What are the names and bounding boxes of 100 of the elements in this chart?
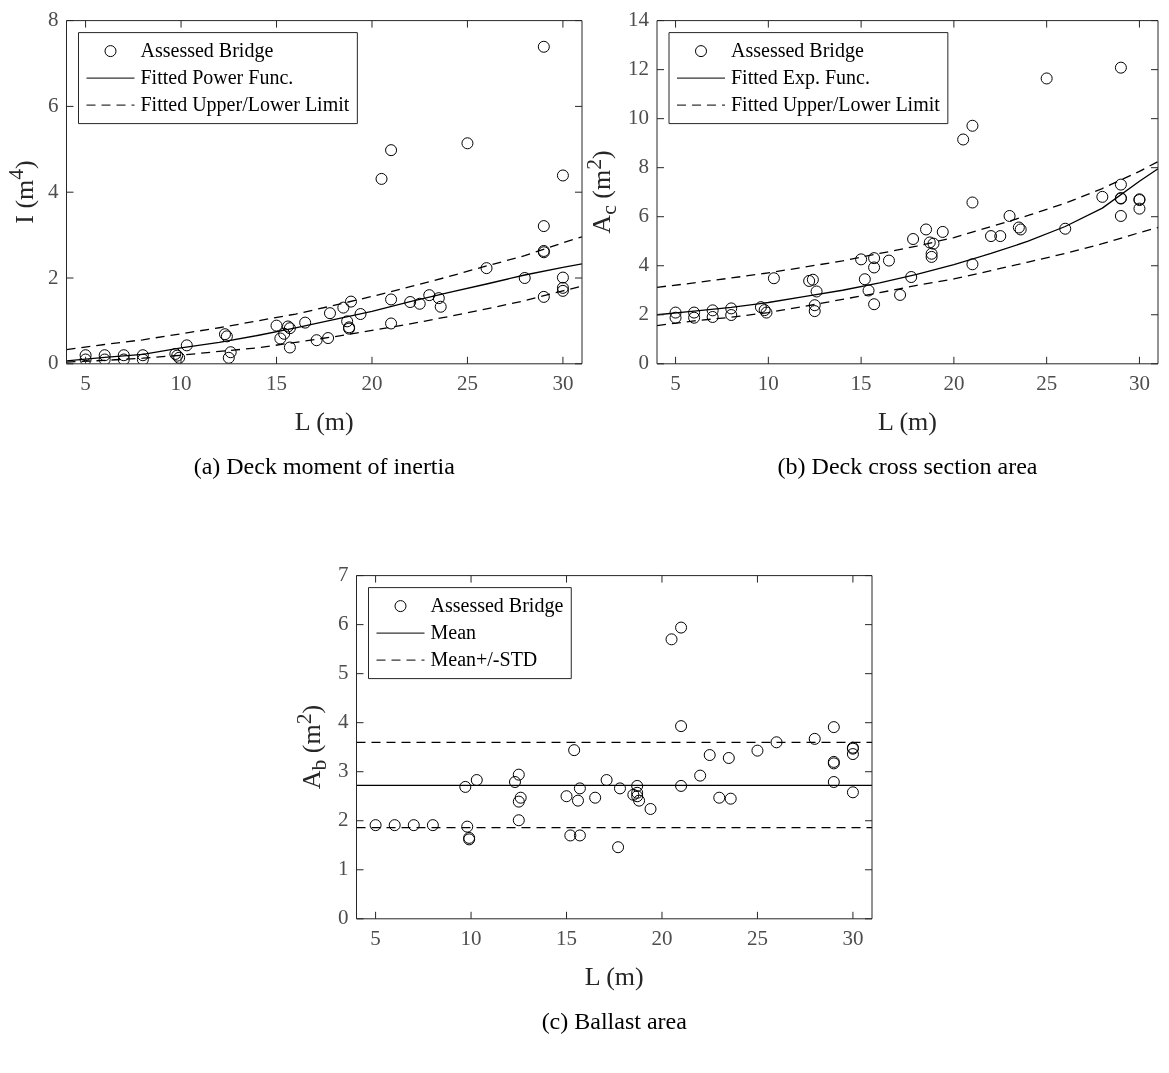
point xyxy=(434,300,447,313)
x-tick-label: 30 xyxy=(842,925,864,950)
point xyxy=(927,237,940,250)
point xyxy=(724,792,737,805)
point xyxy=(644,802,657,815)
point xyxy=(868,252,881,265)
point xyxy=(675,621,688,634)
x-tick-label: 15 xyxy=(556,925,578,950)
point xyxy=(322,332,335,345)
point xyxy=(862,284,875,297)
point xyxy=(1040,72,1053,85)
point xyxy=(665,633,678,646)
y-tick-label: 6 xyxy=(48,92,59,117)
point xyxy=(1114,178,1127,191)
point xyxy=(994,230,1007,243)
point xyxy=(966,196,979,209)
legend-label: Fitted Exp. Func. xyxy=(731,66,870,90)
point xyxy=(98,353,111,364)
point xyxy=(1133,202,1146,215)
point xyxy=(278,327,291,340)
x-tick-label: 25 xyxy=(1036,370,1058,395)
point xyxy=(537,290,550,303)
point xyxy=(556,169,569,182)
legend-label: Fitted Upper/Lower Limit xyxy=(140,93,350,117)
legend-label: Assessed Bridge xyxy=(430,594,564,618)
y-tick-label: 1 xyxy=(338,856,349,881)
point xyxy=(461,820,474,833)
point xyxy=(846,786,859,799)
point xyxy=(688,306,701,319)
point xyxy=(117,349,130,362)
point xyxy=(669,306,682,319)
point xyxy=(754,301,767,314)
point xyxy=(923,236,936,249)
point xyxy=(920,223,933,236)
point xyxy=(423,289,436,302)
point xyxy=(1059,222,1072,235)
point xyxy=(612,841,625,854)
legend-label: Fitted Upper/Lower Limit xyxy=(731,93,941,117)
x-tick-label: 5 xyxy=(370,925,381,950)
point xyxy=(385,317,398,330)
point xyxy=(633,794,646,807)
point xyxy=(508,776,521,789)
point xyxy=(341,315,354,328)
point xyxy=(907,233,920,246)
x-tick-label: 10 xyxy=(460,925,482,950)
y-tick-label: 0 xyxy=(638,350,649,375)
point xyxy=(222,351,235,364)
y-tick-label: 2 xyxy=(338,807,349,832)
point xyxy=(426,819,439,832)
y-tick-label: 5 xyxy=(338,660,349,685)
point xyxy=(966,258,979,271)
point xyxy=(868,298,881,311)
point xyxy=(936,225,949,238)
point xyxy=(480,262,493,275)
point xyxy=(985,230,997,243)
point xyxy=(136,353,149,364)
point xyxy=(518,272,531,284)
point xyxy=(669,311,682,324)
x-axis-title: L (m) xyxy=(294,407,354,437)
point xyxy=(905,271,918,284)
point xyxy=(512,814,525,827)
point xyxy=(270,319,283,332)
point xyxy=(98,349,111,362)
y-tick-label: 0 xyxy=(48,350,59,375)
legend-label: Assessed Bridge xyxy=(140,39,274,63)
point xyxy=(461,137,474,150)
point xyxy=(299,316,312,329)
x-tick-label: 15 xyxy=(266,370,288,395)
y-tick-label: 2 xyxy=(638,301,649,326)
point xyxy=(180,339,193,352)
y-tick-label: 4 xyxy=(338,709,349,734)
point xyxy=(344,295,357,308)
point xyxy=(627,788,640,801)
point xyxy=(404,296,417,309)
point xyxy=(858,273,871,286)
point xyxy=(413,297,426,310)
point xyxy=(514,791,527,804)
y-tick-label: 8 xyxy=(638,154,649,179)
point xyxy=(827,776,840,789)
legend-label: Fitted Power Func. xyxy=(140,66,294,89)
point xyxy=(512,768,525,781)
point xyxy=(631,790,644,803)
point xyxy=(568,744,581,757)
point xyxy=(675,720,688,733)
x-axis-title: L (m) xyxy=(584,962,644,992)
x-tick-label: 30 xyxy=(552,370,574,395)
x-tick-label: 30 xyxy=(1128,370,1150,395)
point xyxy=(283,341,296,354)
point xyxy=(432,292,445,305)
point xyxy=(537,220,550,233)
point xyxy=(808,299,821,312)
point xyxy=(957,133,970,146)
point xyxy=(631,779,644,792)
point xyxy=(631,786,644,799)
point xyxy=(613,782,626,795)
x-tick-label: 20 xyxy=(943,370,965,395)
text: (a) Deck moment of inertia xyxy=(193,453,455,480)
y-tick-label: 12 xyxy=(628,56,649,81)
point xyxy=(589,791,602,804)
point xyxy=(375,172,388,185)
